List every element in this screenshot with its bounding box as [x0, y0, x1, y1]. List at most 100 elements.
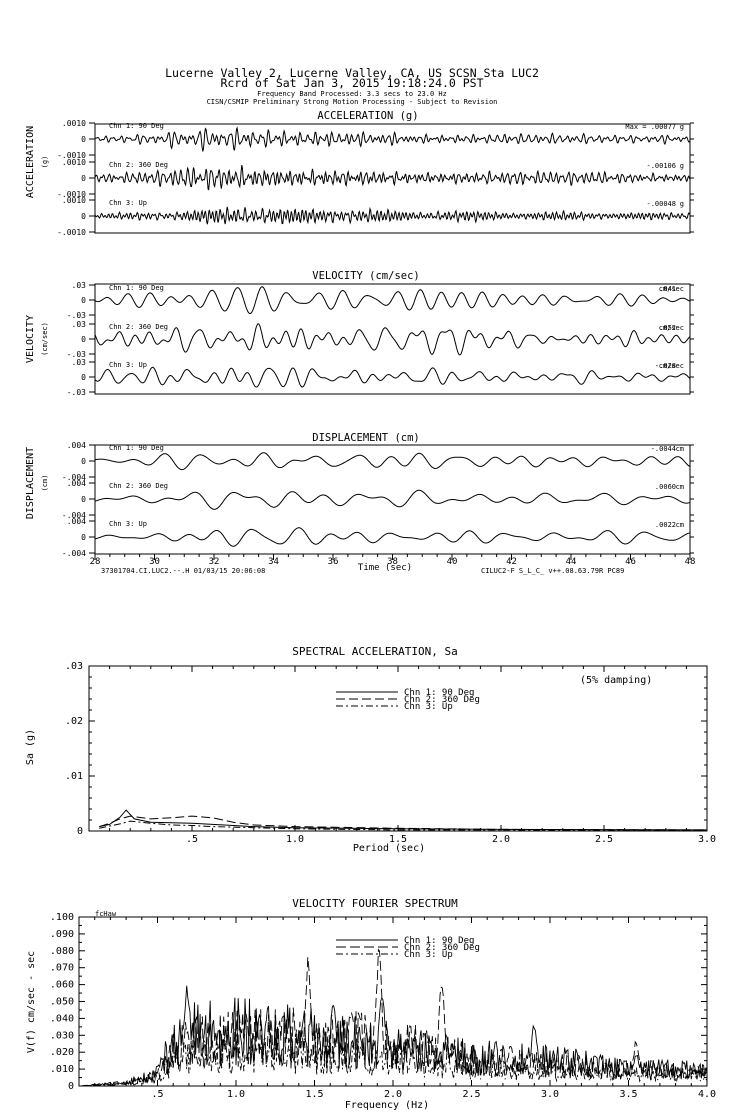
peak-value-label: -.028: [655, 362, 676, 370]
fs-series-line: [78, 985, 708, 1087]
y-tick-label: 0: [81, 212, 86, 221]
velocity-frame: [94, 283, 691, 395]
y-tick-label: -.004: [62, 511, 86, 520]
sa-series: [99, 809, 708, 831]
station-title: Lucerne Valley 2, Lucerne Valley, CA, US…: [165, 66, 539, 80]
velocity-title: VELOCITY (cm/sec): [312, 270, 419, 282]
y-tick-label: -.0010: [57, 228, 86, 237]
frequency-band: Frequency Band Processed: 3.3 secs to 23…: [257, 90, 447, 98]
time-tick-label: 42: [506, 557, 517, 567]
y-tick-label: 0: [81, 174, 86, 183]
y-tick-label: .03: [72, 281, 87, 290]
record-id-footer: 37301704.CI.LUC2.--.H 01/03/15 20:06:08: [101, 567, 265, 575]
y-tick-label: .070: [50, 963, 74, 974]
y-tick-label: .020: [50, 1047, 74, 1058]
peak-value-label: -.0044: [651, 445, 676, 453]
peak-units-label: cm/sec: [659, 362, 684, 370]
legend-label: Chn 1: 90 Deg: [404, 688, 474, 698]
y-tick-label: .03: [72, 320, 87, 329]
fs-ylabel: V(f) cm/sec - sec: [26, 951, 37, 1053]
y-tick-label: .080: [50, 946, 74, 957]
y-tick-label: .02: [65, 716, 83, 727]
peak-units-label: cm/sec: [659, 324, 684, 332]
waveform-trace: [94, 489, 691, 510]
y-tick-label: .004: [67, 517, 86, 526]
y-tick-label: .0010: [62, 158, 86, 167]
fs-title: VELOCITY FOURIER SPECTRUM: [292, 897, 458, 910]
y-tick-label: .030: [50, 1030, 74, 1041]
channel-label: Chn 2: 360 Deg: [109, 323, 168, 331]
y-tick-label: .0010: [62, 119, 86, 128]
acceleration-units: (g): [41, 156, 49, 169]
peak-value-label: .041: [659, 285, 676, 293]
channel-label: Chn 3: Up: [109, 199, 147, 207]
channel-label: Chn 2: 360 Deg: [109, 482, 168, 490]
sa-series-line: [99, 815, 708, 831]
y-tick-label: .010: [50, 1064, 74, 1075]
time-tick-label: 32: [209, 557, 220, 567]
record-time: Rcrd of Sat Jan 3, 2015 19:18:24.0 PST: [220, 76, 483, 90]
x-tick-label: 1.0: [227, 1089, 245, 1100]
time-tick-label: 34: [268, 557, 279, 567]
peak-value-label: .0022: [655, 521, 676, 529]
fourier-spectrum-chart: VELOCITY FOURIER SPECTRUM fcHaw V(f) cm/…: [26, 897, 716, 1111]
sa-xlabel: Period (sec): [353, 843, 425, 854]
y-tick-label: .050: [50, 997, 74, 1008]
displacement-frame: [94, 444, 691, 555]
channel-label: Chn 1: 90 Deg: [109, 122, 164, 130]
sa-series-line: [99, 820, 708, 831]
x-tick-label: 1.0: [286, 834, 304, 845]
legend-label: Chn 3: Up: [404, 950, 453, 960]
peak-units-label: cm/sec: [659, 285, 684, 293]
velocity-group: VELOCITY (cm/sec) VELOCITY (cm/sec) .03 0…: [25, 270, 694, 397]
acceleration-title: ACCELERATION (g): [317, 110, 418, 122]
y-tick-label: .090: [50, 929, 74, 940]
peak-value-label: Max = .00077: [625, 123, 676, 131]
y-tick-label: 0: [81, 457, 86, 466]
y-tick-label: -.0010: [57, 190, 86, 199]
time-tick-label: 38: [387, 557, 398, 567]
fs-corner-label: fcHaw: [95, 910, 117, 918]
waveform-trace: [94, 452, 691, 471]
waveform-trace: [94, 527, 691, 547]
x-tick-label: 2.5: [595, 834, 613, 845]
spectral-acceleration-chart: SPECTRAL ACCELERATION, Sa Sa (g) Period …: [25, 645, 716, 854]
x-tick-label: 1.5: [305, 1089, 323, 1100]
y-tick-label: 0: [81, 533, 86, 542]
fs-xlabel: Frequency (Hz): [345, 1100, 429, 1111]
legend-label: Chn 1: 90 Deg: [404, 936, 474, 946]
y-tick-label: 0: [81, 495, 86, 504]
peak-value-label: -.00048: [646, 200, 676, 208]
y-tick-label: -.0010: [57, 151, 86, 160]
fs-series-line: [78, 948, 708, 1087]
y-tick-label: .03: [65, 661, 83, 672]
legend-label: Chn 3: Up: [404, 702, 453, 712]
damping-note: (5% damping): [580, 675, 652, 686]
waveform-trace: [94, 366, 691, 388]
y-tick-label: -.004: [62, 549, 86, 558]
sa-ylabel: Sa (g): [25, 729, 36, 765]
peak-value-label: -.00106: [646, 162, 676, 170]
peak-units-label: cm: [676, 445, 684, 453]
velocity-ylabel: VELOCITY: [25, 315, 36, 363]
displacement-group: DISPLACEMENT (cm) DISPLACEMENT (cm) .004…: [25, 432, 695, 575]
record-header: Lucerne Valley 2, Lucerne Valley, CA, US…: [165, 66, 539, 106]
time-tick-label: 44: [566, 557, 577, 567]
waveform-trace: [94, 323, 691, 356]
y-tick-label: 0: [77, 826, 83, 837]
acceleration-traces: .0010 0 -.0010 Chn 1: 90 Deg Max = .00077 g .0…: [57, 119, 694, 237]
sa-axes: .5 1.0 1.5 2.0 2.5 3.0 .03 .02 .01 0: [65, 661, 716, 845]
time-tick-label: 48: [685, 557, 696, 567]
y-tick-label: .0010: [62, 196, 86, 205]
y-tick-label: -.03: [67, 311, 86, 320]
x-tick-label: 3.5: [619, 1089, 637, 1100]
peak-value-label: .052: [659, 324, 676, 332]
displacement-units: (cm): [41, 475, 49, 492]
y-tick-label: .03: [72, 358, 87, 367]
acceleration-ylabel: ACCELERATION: [25, 126, 36, 198]
waveform-trace: [94, 126, 691, 152]
x-tick-label: 2.0: [492, 834, 510, 845]
peak-units-label: cm: [676, 521, 684, 529]
